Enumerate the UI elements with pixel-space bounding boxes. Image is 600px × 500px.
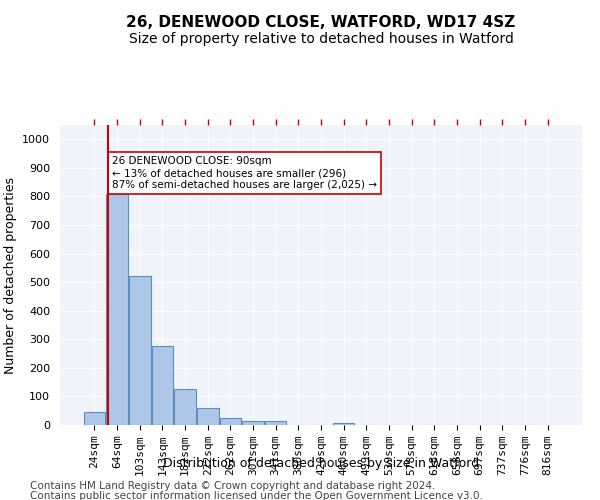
Bar [175, 390, 196, 425]
Bar [129, 276, 151, 425]
Bar [197, 408, 218, 425]
Text: Size of property relative to detached houses in Watford: Size of property relative to detached ho… [128, 32, 514, 46]
Bar [106, 194, 128, 425]
Bar [152, 346, 173, 425]
Bar [84, 412, 105, 425]
Text: Contains HM Land Registry data © Crown copyright and database right 2024.: Contains HM Land Registry data © Crown c… [30, 481, 436, 491]
Y-axis label: Number of detached properties: Number of detached properties [4, 176, 17, 374]
Text: 26 DENEWOOD CLOSE: 90sqm
← 13% of detached houses are smaller (296)
87% of semi-: 26 DENEWOOD CLOSE: 90sqm ← 13% of detach… [112, 156, 377, 190]
Text: 26, DENEWOOD CLOSE, WATFORD, WD17 4SZ: 26, DENEWOOD CLOSE, WATFORD, WD17 4SZ [127, 15, 515, 30]
Bar [333, 422, 355, 425]
Bar [265, 422, 286, 425]
Bar [242, 422, 264, 425]
Text: Contains public sector information licensed under the Open Government Licence v3: Contains public sector information licen… [30, 491, 483, 500]
Bar [220, 418, 241, 425]
Text: Distribution of detached houses by size in Watford: Distribution of detached houses by size … [163, 458, 479, 470]
